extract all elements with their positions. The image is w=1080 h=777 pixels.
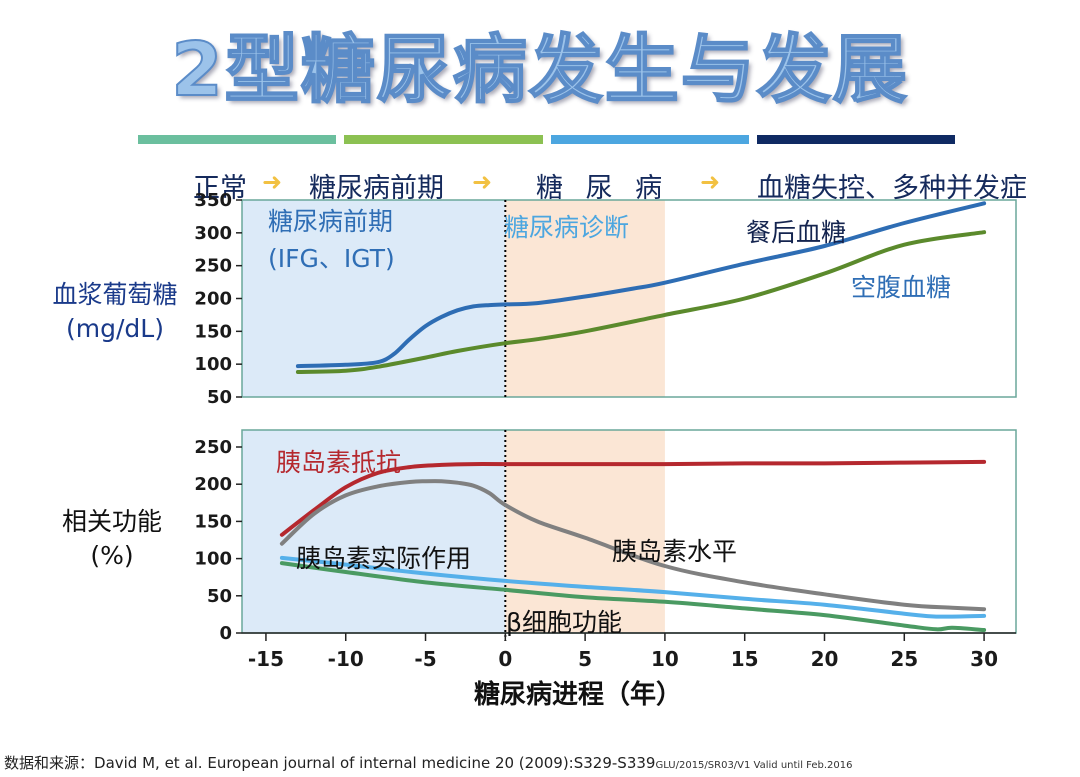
stage-bar-normal	[138, 135, 336, 144]
series-label-insulin-action: 胰岛素实际作用	[296, 544, 472, 573]
stage-bar-uncontrolled	[757, 135, 955, 144]
chart1-ytick-label: 150	[194, 511, 232, 532]
chart0-series-0-line	[295, 201, 987, 369]
chart1-ytick-label: 250	[194, 437, 232, 458]
chart0-ytick-label: 350	[194, 190, 232, 211]
arrow-right-icon: ➜	[700, 168, 721, 196]
chart0-ytick-label: 250	[194, 256, 232, 277]
glucose-axis-title-line1: 血浆葡萄糖	[52, 280, 178, 309]
footer-citation: 数据和来源：David M, et al. European journal o…	[4, 752, 853, 773]
stage-label-complications: 血糖失控、多种并发症	[757, 173, 1027, 204]
chart0-ytick-label: 300	[194, 223, 232, 244]
chart0-ytick-label: 150	[194, 321, 232, 342]
footer-note: GLU/2015/SR03/V1 Valid until Feb.2016	[655, 760, 853, 771]
page-title: 2型糖尿病发生与发展	[170, 26, 909, 114]
footer-prefix: 数据和来源：	[4, 754, 95, 772]
stage-label-prediabetes: 糖尿病前期	[309, 173, 444, 204]
prediabetes-region-label-line2: (IFG、IGT)	[268, 244, 395, 273]
diagnosis-region-label: 糖尿病诊断	[504, 213, 630, 242]
x-tick-label: 5	[578, 647, 592, 671]
glucose-axis-title: 血浆葡萄糖 (mg/dL)	[40, 278, 190, 346]
x-tick-label: 15	[731, 647, 759, 671]
chart1-ytick-label: 50	[207, 586, 232, 607]
x-tick-label: -5	[414, 647, 436, 671]
chart1-ytick-label: 200	[194, 474, 232, 495]
stage-bar-prediabetes	[344, 135, 543, 144]
chart0-series-1-line	[295, 230, 987, 374]
chart0-ytick-label: 100	[194, 354, 232, 375]
stage-bar-diabetes	[551, 135, 749, 144]
x-tick-label: -10	[328, 647, 364, 671]
stage-label-diabetes: 糖 尿 病	[536, 173, 663, 204]
x-tick-label: 0	[498, 647, 512, 671]
chart0-ytick-label: 200	[194, 289, 232, 310]
x-tick-label: 10	[651, 647, 679, 671]
prediabetes-region-label: 糖尿病前期 (IFG、IGT)	[268, 203, 395, 277]
x-axis-title: 糖尿病进程（年）	[474, 680, 683, 710]
chart1-series-2-line	[279, 555, 987, 619]
prediabetes-region-label-line1: 糖尿病前期	[268, 207, 394, 236]
series-label-insulin-level: 胰岛素水平	[612, 537, 738, 566]
function-axis-title: 相关功能 (%)	[42, 505, 182, 573]
series-label-beta-cell: β细胞功能	[506, 608, 622, 637]
x-tick-label: 25	[890, 647, 918, 671]
footer-citation-text: David M, et al. European journal of inte…	[94, 754, 656, 772]
chart0-ytick-label: 50	[207, 387, 232, 408]
function-axis-title-line2: (%)	[90, 541, 134, 570]
chart1-series-0-line	[279, 459, 987, 537]
chart1-series-1-line	[279, 479, 987, 612]
x-tick-label: 20	[811, 647, 839, 671]
x-tick-label: -15	[248, 647, 284, 671]
function-axis-title-line1: 相关功能	[61, 507, 162, 536]
chart1-series-3-line	[279, 561, 987, 632]
arrow-right-icon: ➜	[262, 168, 283, 196]
series-label-postprandial: 餐后血糖	[746, 218, 847, 247]
stage-label-normal: 正常	[193, 173, 247, 204]
glucose-axis-title-line2: (mg/dL)	[66, 314, 164, 343]
series-label-fasting: 空腹血糖	[851, 273, 952, 302]
x-tick-label: 30	[970, 647, 998, 671]
series-label-insulin-resistance: 胰岛素抵抗	[276, 448, 402, 477]
chart1-ytick-label: 0	[219, 623, 232, 644]
arrow-right-icon: ➜	[472, 168, 493, 196]
chart1-ytick-label: 100	[194, 549, 232, 570]
